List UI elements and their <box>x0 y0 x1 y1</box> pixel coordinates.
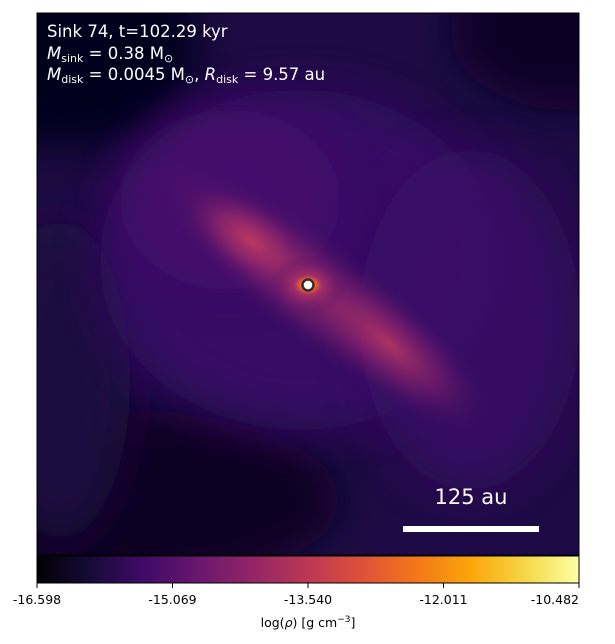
colorbar-tick-label: -16.598 <box>13 592 61 607</box>
sink-marker-icon <box>301 278 315 292</box>
disk-properties: Mdisk = 0.0045 M⊙, Rdisk = 9.57 au <box>47 65 325 86</box>
colorbar-tick-label: -13.540 <box>284 592 332 607</box>
scalebar-label: 125 au <box>435 485 508 509</box>
colorbar-tick-label: -12.011 <box>419 592 467 607</box>
density-map <box>37 13 579 555</box>
plot-frame <box>36 12 580 556</box>
colorbar-ticks <box>36 583 580 588</box>
colorbar-tick-label: -10.482 <box>531 592 579 607</box>
scalebar <box>403 526 539 532</box>
sink-title: Sink 74, t=102.29 kyr <box>47 22 228 41</box>
sink-mass: Msink = 0.38 M⊙ <box>47 44 173 65</box>
colorbar <box>36 555 580 584</box>
colorbar-tick-label: -15.069 <box>148 592 196 607</box>
colorbar-label: log(ρ) [g cm−3] <box>261 615 356 630</box>
